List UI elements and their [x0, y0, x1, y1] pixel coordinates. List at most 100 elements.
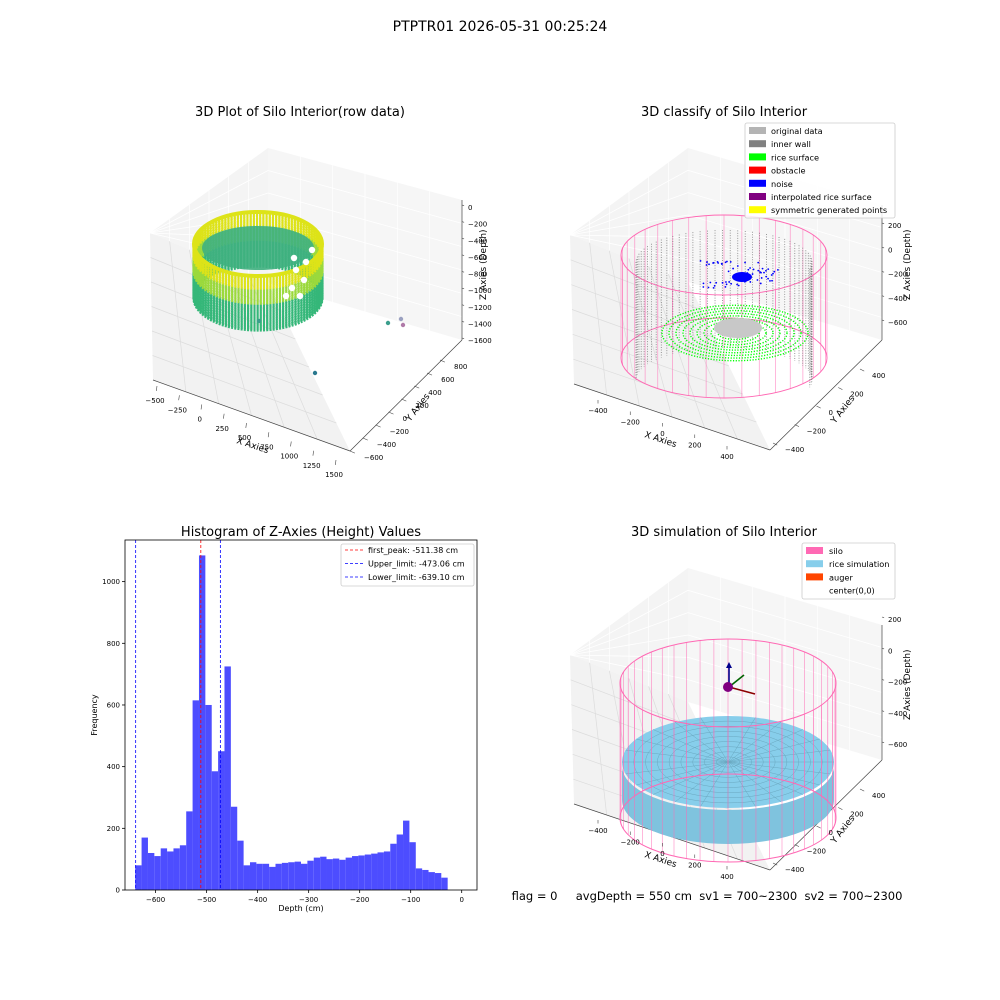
noise-point [751, 273, 754, 275]
histogram-axes-frame [124, 539, 478, 891]
rice-mesh-spoke [727, 729, 804, 763]
outlier-point [400, 322, 406, 328]
z-tick-label: −1400 [468, 320, 492, 328]
histogram-bar [160, 848, 168, 890]
z-tick-label: 0 [888, 246, 892, 254]
classify-plot-legend: original data inner wall rice surface obsta… [744, 122, 896, 219]
tick-mark [772, 442, 778, 446]
tick-mark [881, 319, 885, 321]
y-tick-label: −200 [807, 428, 826, 436]
histogram-bar [434, 873, 442, 890]
histogram-bar [218, 751, 225, 890]
raw-plot-z-ticks: −1600 −1400 −1200 −1000 −800 −600 −400 −200 0 [461, 204, 492, 345]
noise-point [736, 283, 738, 286]
histogram-bar [173, 848, 180, 890]
legend-label: auger [829, 572, 853, 582]
z-tick-label: 0 [468, 204, 472, 212]
tick-mark [401, 398, 407, 402]
x-tick-label: −400 [588, 407, 607, 415]
tick-mark [362, 437, 368, 441]
x-tick-label: −600 [146, 896, 165, 904]
legend-label: symmetric generated points [771, 205, 887, 215]
tick-mark [881, 647, 885, 650]
histogram-bar [377, 852, 384, 890]
noise-point [721, 281, 724, 284]
legend-swatch [749, 140, 766, 148]
gap [292, 266, 300, 274]
noise-point [765, 275, 768, 278]
x-tick-label: −200 [350, 896, 369, 904]
rice-surface-ring [668, 307, 802, 359]
raw-plot-title: 3D Plot of Silo Interior(row data) [195, 105, 405, 120]
tick-mark [414, 385, 420, 389]
x-tick-label: −500 [145, 397, 164, 405]
z-tick-label: −1600 [468, 337, 492, 345]
x-tick-label: 0 [660, 850, 664, 858]
noise-point [699, 259, 702, 262]
noise-point [732, 267, 735, 270]
histogram-bar [186, 811, 193, 890]
histogram-legend: first_peak: -511.38 cm Upper_limit: -473.… [340, 543, 475, 587]
auger-x-arrow [728, 686, 756, 695]
rice-mesh-spoke [727, 721, 782, 763]
noise-point [749, 281, 752, 283]
gap [308, 246, 316, 254]
x-tick-label: 500 [238, 434, 251, 442]
tick-mark [859, 368, 865, 372]
histogram-bars [135, 555, 448, 890]
tick-mark [794, 424, 800, 427]
legend-swatch [749, 153, 766, 161]
noise-point [752, 268, 755, 271]
legend-label: center(0,0) [829, 586, 875, 596]
noise-point [727, 270, 730, 273]
noise-point [763, 271, 765, 274]
x-tick-label: −100 [401, 896, 420, 904]
x-tick-label: −200 [621, 419, 640, 427]
grid-line [569, 589, 883, 656]
legend-swatch [749, 127, 766, 134]
y-tick-label: 600 [107, 701, 120, 709]
tick-mark [439, 359, 446, 363]
tick-mark [881, 679, 885, 681]
tick-mark [427, 372, 433, 376]
tick-mark [881, 741, 885, 743]
raw-plot-outliers [256, 316, 406, 376]
simulation-plot-title: 3D simulation of Silo Interior [631, 525, 818, 540]
noise-point [736, 265, 739, 267]
tick-mark [794, 844, 800, 847]
x-tick-label: −400 [248, 896, 267, 904]
noise-point [706, 261, 708, 263]
legend-label: rice surface [771, 152, 819, 162]
histogram-x-ticks: −600 −500 −400 −300 −200 −100 0 [146, 890, 464, 904]
depth-histogram: Histogram of Z-Axies (Height) Values −60… [90, 525, 478, 913]
tick-mark [881, 295, 885, 297]
tick-mark [267, 432, 270, 438]
x-tick-label: −500 [197, 896, 216, 904]
classify-plot-ylabel: Y Axies [829, 394, 858, 427]
histogram-reference-lines [135, 540, 221, 890]
auger-axes-glyph [723, 662, 756, 695]
legend-label: rice simulation [829, 559, 889, 569]
figure-suptitle: PTPTR01 2026-05-31 00:25:24 [393, 19, 608, 35]
tick-mark [223, 413, 225, 419]
tick-mark [838, 807, 843, 810]
simulation-plot-zlabel: Z Axies (Depth) [903, 649, 913, 720]
z-tick-label: −600 [888, 319, 907, 327]
histogram-bar [320, 856, 327, 890]
y-tick-label: −400 [785, 866, 804, 874]
y-tick-label: 800 [107, 640, 120, 648]
axis-line [349, 339, 463, 452]
y-tick-label: 600 [441, 376, 454, 384]
histogram-y-ticks: 0 200 400 600 800 1000 [102, 578, 125, 895]
noise-point [761, 267, 764, 270]
noise-point [737, 284, 740, 287]
histogram-bar [262, 863, 270, 890]
grid-line [152, 355, 337, 424]
noise-point [715, 281, 718, 284]
tick-mark [881, 616, 885, 618]
gap [302, 258, 310, 266]
raw-plot-point-cloud [192, 210, 324, 332]
simulation-plot-ylabel: Y Axies [829, 814, 858, 847]
histogram-bar [198, 555, 206, 890]
